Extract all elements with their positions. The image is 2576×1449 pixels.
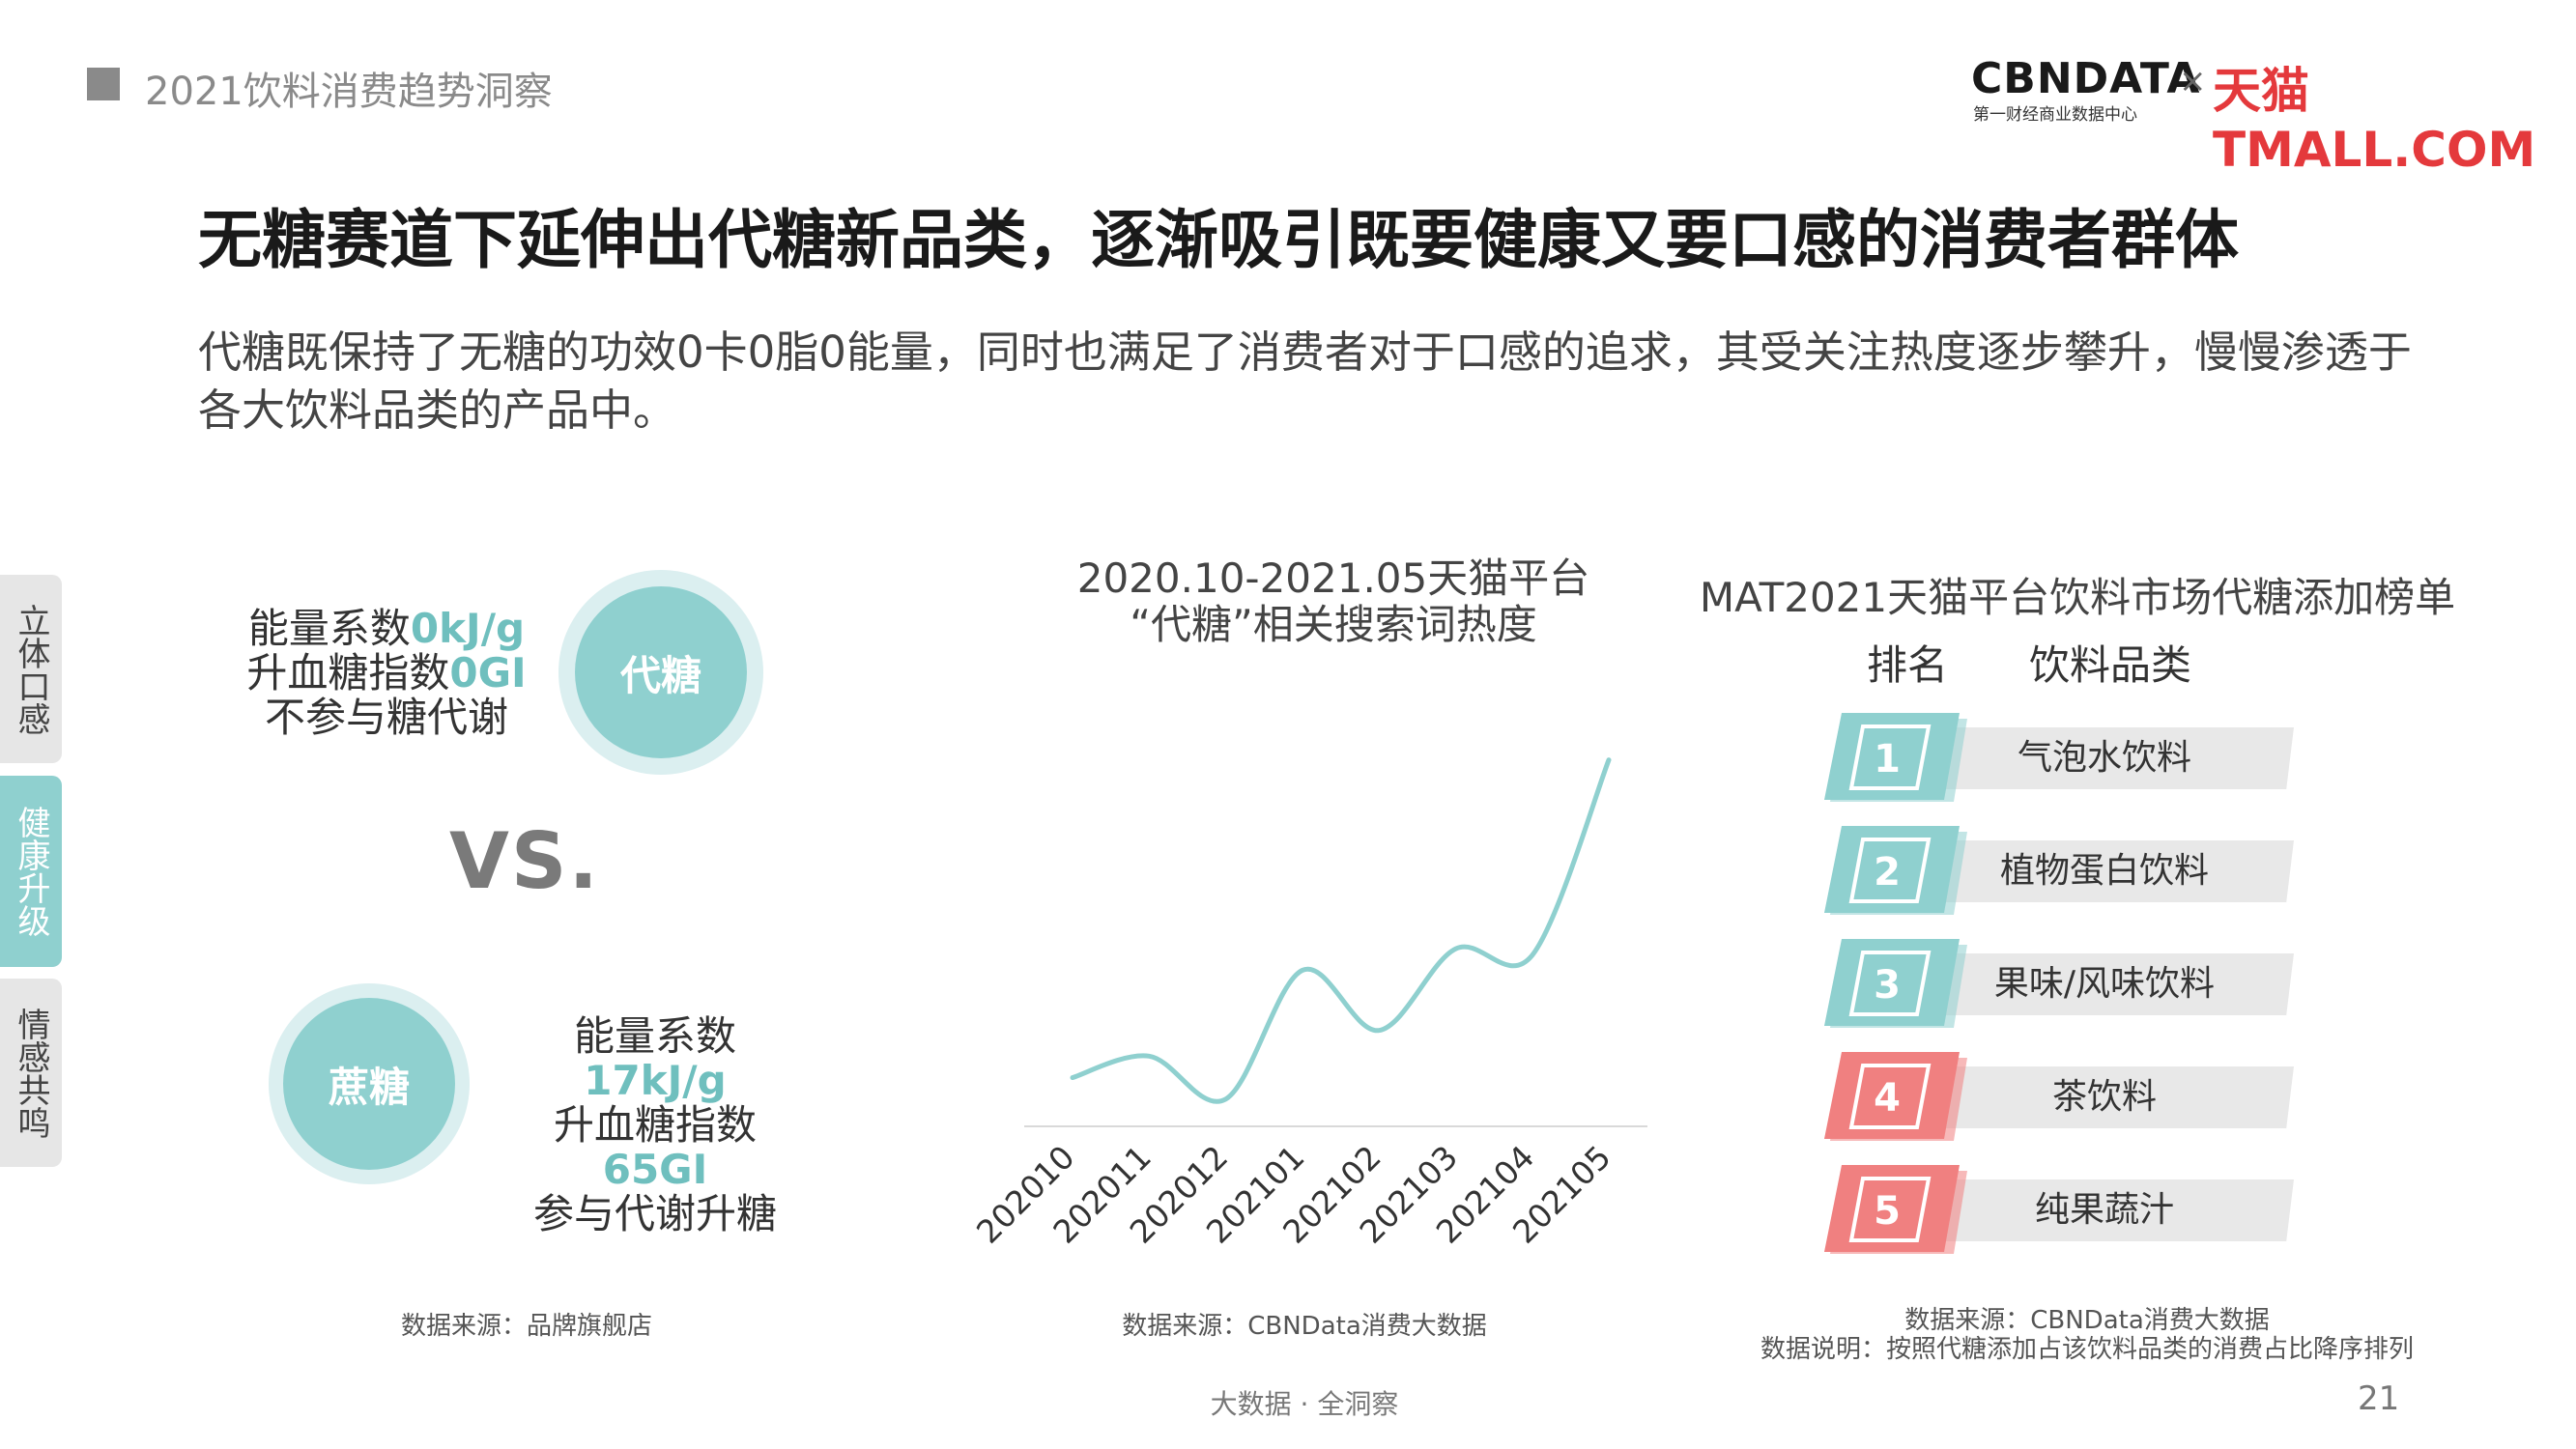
ranking-item-name: 植物蛋白饮料 xyxy=(1999,851,2209,891)
sucrose-gi-value: 65GI xyxy=(602,1146,708,1193)
rank-badge xyxy=(1824,1052,1967,1141)
ranking-col-category: 饮料品类 xyxy=(2029,641,2192,689)
rank-badge xyxy=(1824,713,1967,802)
ranking-bar xyxy=(1917,953,2294,1015)
ranking-bar xyxy=(1917,1066,2294,1128)
chart-title-line2: “代糖”相关搜索词热度 xyxy=(1130,601,1537,648)
line-chart: 2020102020112020122021012021022021032021… xyxy=(969,757,1647,1251)
tab-emotional-resonance[interactable]: 情感共鸣 xyxy=(0,979,62,1167)
sucrose-circle: 蔗糖 xyxy=(269,983,470,1184)
series-line xyxy=(1070,757,1612,1104)
ranking-bar xyxy=(1917,727,2294,789)
ranking-item-name: 纯果蔬汁 xyxy=(2034,1190,2174,1230)
ranking-item: 果味/风味饮料 3 xyxy=(1824,939,2298,1036)
ranking-item: 植物蛋白饮料 2 xyxy=(1824,826,2298,923)
chart-title-line1: 2020.10-2021.05天猫平台 xyxy=(1076,554,1590,602)
rank-badge xyxy=(1824,1165,1967,1254)
ranking-title: MAT2021天猫平台饮料市场代糖添加榜单 xyxy=(1699,574,2456,621)
page-description: 代糖既保持了无糖的功效0卡0脂0能量，同时也满足了消费者对于口感的追求，其受关注… xyxy=(198,327,2412,436)
header-title: 2021饮料消费趋势洞察 xyxy=(145,70,553,114)
chart-source: 数据来源：CBNData消费大数据 xyxy=(1122,1312,1487,1341)
logo: CBNDATA 第一财经商业数据中心 × 天猫TMALL.COM xyxy=(1971,54,2535,178)
sucrose-energy-label: 能量系数 xyxy=(573,1012,736,1060)
logo-separator: × xyxy=(2179,62,2207,100)
header-square xyxy=(87,68,120,100)
substitute-gi-value: 0GI xyxy=(449,649,527,696)
substitute-circle: 代糖 xyxy=(558,570,763,775)
ranking-source-text: 数据来源：CBNData消费大数据 xyxy=(1904,1306,2270,1335)
logo-brand: CBNDATA xyxy=(1971,54,2201,103)
logo-partner: 天猫TMALL.COM xyxy=(2213,63,2536,178)
ranking-col-rank: 排名 xyxy=(1867,641,1949,689)
ranking-source: 数据来源：CBNData消费大数据 数据说明：按照代糖添加占该饮料品类的消费占比… xyxy=(1749,1306,2425,1364)
logo-subtitle: 第一财经商业数据中心 xyxy=(1973,105,2137,125)
ranking-item-name: 气泡水饮料 xyxy=(2017,738,2191,778)
ranking-item: 纯果蔬汁 5 xyxy=(1824,1165,2298,1262)
ranking-bar xyxy=(1917,1179,2294,1241)
ranking-note: 数据说明：按照代糖添加占该饮料品类的消费占比降序排列 xyxy=(1760,1335,2414,1364)
rank-number: 2 xyxy=(1874,850,1901,895)
rank-badge xyxy=(1824,826,1967,915)
tab-health-upgrade[interactable]: 健康升级 xyxy=(0,776,62,967)
page-title: 无糖赛道下延伸出代糖新品类，逐渐吸引既要健康又要口感的消费者群体 xyxy=(198,203,2239,277)
vs-label: VS. xyxy=(449,816,600,906)
sucrose-label: 蔗糖 xyxy=(283,998,455,1170)
ranking-item-name: 茶饮料 xyxy=(2051,1077,2157,1117)
rank-number: 4 xyxy=(1874,1076,1901,1121)
chart-title: 2020.10-2021.05天猫平台 “代糖”相关搜索词热度 xyxy=(1024,555,1643,648)
sucrose-gi-label: 升血糖指数 xyxy=(553,1101,757,1149)
sucrose-metabolism: 参与代谢升糖 xyxy=(532,1190,777,1237)
comparison-source: 数据来源：品牌旗舰店 xyxy=(400,1312,652,1341)
substitute-gi-label: 升血糖指数 xyxy=(246,649,450,696)
substitute-info: 能量系数0kJ/g 升血糖指数0GI 不参与糖代谢 xyxy=(246,607,527,740)
page-number: 21 xyxy=(2358,1379,2400,1418)
substitute-label: 代糖 xyxy=(575,586,747,758)
rank-number: 3 xyxy=(1874,963,1901,1008)
ranking-item-name: 果味/风味饮料 xyxy=(1993,964,2216,1004)
rank-badge xyxy=(1824,939,1967,1028)
sucrose-energy-value: 17kJ/g xyxy=(584,1057,727,1104)
substitute-energy-label: 能量系数 xyxy=(247,605,411,652)
ranking-item: 茶饮料 4 xyxy=(1824,1052,2298,1149)
sucrose-info: 能量系数17kJ/g 升血糖指数65GI 参与代谢升糖 xyxy=(510,1014,800,1236)
tab-stereo-taste[interactable]: 立体口感 xyxy=(0,575,62,763)
substitute-metabolism: 不参与糖代谢 xyxy=(264,694,508,741)
ranking-bar xyxy=(1917,840,2294,902)
rank-number: 1 xyxy=(1874,737,1901,781)
substitute-energy-value: 0kJ/g xyxy=(410,605,526,652)
rank-number: 5 xyxy=(1874,1189,1901,1234)
footer-text: 大数据 · 全洞察 xyxy=(1210,1388,1399,1420)
ranking-item: 气泡水饮料 1 xyxy=(1824,713,2298,810)
